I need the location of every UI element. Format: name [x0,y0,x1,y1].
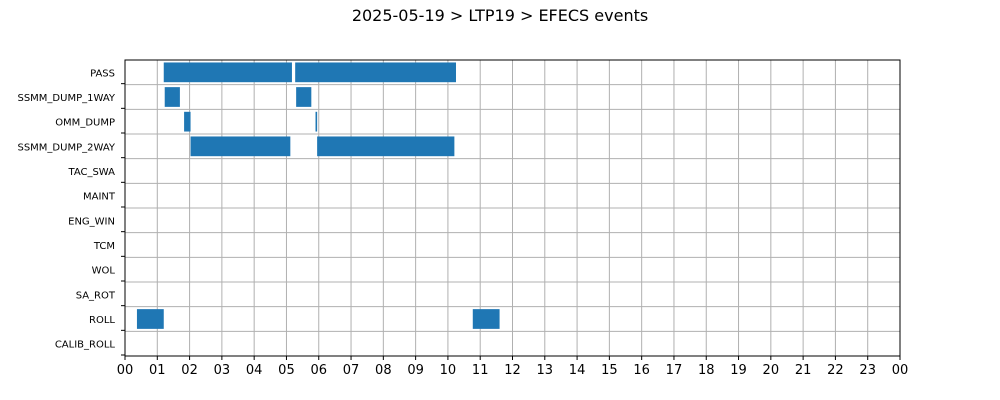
y-tick-label-pass: PASS [90,68,115,79]
x-tick-label: 13 [537,363,554,378]
y-tick-label-maint: MAINT [83,192,116,203]
y-tick-label-tac-swa: TAC_SWA [67,167,115,178]
x-tick-label: 03 [214,363,231,378]
x-tick-label: 12 [504,363,521,378]
x-tick-label: 18 [698,363,715,378]
event-bar-pass [163,62,292,83]
y-tick-label-tcm: TCM [93,241,115,252]
x-tick-label: 14 [569,363,586,378]
event-bar-ssmm-dump-2way [190,136,291,157]
y-tick-label-sa-rot: SA_ROT [76,290,116,301]
x-tick-label: 21 [795,363,812,378]
event-bar-roll [472,309,500,329]
event-bar-ssmm-dump-2way [317,136,455,157]
y-tick-label-ssmm-dump-1way: SSMM_DUMP_1WAY [17,93,115,104]
event-bar-ssmm-dump-1way [164,87,180,107]
event-bar-pass [295,62,456,83]
y-tick-label-roll: ROLL [89,315,115,326]
chart-title: 2025-05-19 > LTP19 > EFECS events [351,6,649,25]
x-tick-label: 15 [601,363,618,378]
x-tick-label: 01 [149,363,166,378]
x-tick-label: 16 [633,363,650,378]
x-tick-label: 10 [440,363,457,378]
x-tick-label: 06 [310,363,327,378]
x-tick-label: 04 [246,363,263,378]
x-tick-label: 09 [407,363,424,378]
y-tick-label-ssmm-dump-2way: SSMM_DUMP_2WAY [17,142,115,153]
x-tick-label: 17 [666,363,683,378]
bars-layer [136,62,500,329]
x-tick-label: 20 [763,363,780,378]
x-tick-label: 08 [375,363,392,378]
x-tick-label: 22 [827,363,844,378]
x-tick-label: 19 [730,363,747,378]
event-bar-ssmm-dump-1way [296,87,312,107]
y-tick-label-wol: WOL [92,266,116,277]
y-tick-label-omm-dump: OMM_DUMP [55,118,115,129]
y-axis: PASS SSMM_DUMP_1WAY OMM_DUMP SSMM_DUMP_2WAY… [17,68,125,356]
x-tick-label: 23 [859,363,876,378]
x-tick-label: 02 [181,363,198,378]
y-tick-label-calib-roll: CALIB_ROLL [55,340,116,351]
y-tick-label-eng-win: ENG_WIN [68,216,115,227]
x-tick-label: 05 [278,363,295,378]
x-tick-label: 00 [892,363,909,378]
x-tick-label: 07 [343,363,360,378]
event-bar-omm-dump [315,111,318,132]
x-tick-label: 00 [117,363,134,378]
x-axis: 00 01 02 03 04 05 06 07 08 09 10 11 12 13 14 15 16 17 18 19… [117,356,909,378]
grid-layer [124,60,901,357]
x-tick-label: 11 [472,363,489,378]
event-bar-roll [136,309,164,329]
event-bar-omm-dump [184,111,191,132]
